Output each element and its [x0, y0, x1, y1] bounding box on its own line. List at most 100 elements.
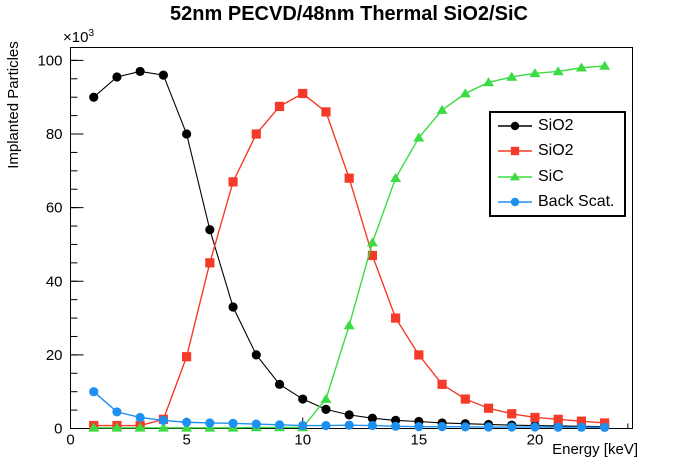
series-marker-triangle — [509, 171, 521, 181]
y-axis-multiplier-base: ×10 — [63, 29, 89, 46]
series-marker-circle — [182, 129, 192, 139]
y-axis-multiplier-exponent: 3 — [88, 28, 95, 39]
x-axis-tick-label: 5 — [182, 432, 190, 449]
series-marker-circle — [274, 420, 285, 430]
series-marker-circle — [576, 422, 587, 432]
series-marker-triangle — [366, 237, 378, 247]
series-marker-square — [182, 352, 192, 362]
series-marker-square — [510, 147, 520, 156]
series-marker-circle — [367, 413, 378, 423]
series-marker-circle — [89, 387, 99, 397]
series-marker-square — [205, 258, 215, 268]
series-marker-circle — [228, 418, 238, 428]
series-marker-square — [391, 313, 401, 323]
chart-title: 52nm PECVD/48nm Thermal SiO2/SiC — [170, 3, 528, 25]
series-marker-circle — [158, 70, 168, 80]
series-marker-triangle — [483, 77, 495, 87]
legend-label: SiO2 — [538, 142, 574, 160]
series-marker-circle — [437, 422, 447, 432]
series-marker-circle — [414, 422, 424, 432]
series-marker-circle — [182, 417, 192, 427]
series-marker-square — [344, 173, 354, 183]
series-marker-triangle — [390, 172, 402, 182]
series-marker-circle — [510, 198, 520, 207]
series-marker-circle — [344, 410, 354, 420]
series-marker-triangle — [529, 68, 541, 78]
series-marker-triangle — [506, 71, 518, 81]
series-marker-circle — [205, 225, 215, 235]
series-marker-triangle — [343, 320, 355, 330]
series-marker-circle — [600, 422, 610, 432]
series-marker-square — [228, 177, 238, 187]
series-marker-triangle — [413, 132, 425, 142]
series-marker-circle — [89, 92, 99, 102]
series-marker-triangle — [88, 422, 100, 432]
series-marker-square — [483, 403, 494, 413]
series-marker-circle — [251, 419, 261, 429]
legend: SiO2 SiO2 SiC Back Scat. — [489, 111, 626, 217]
series-marker-circle — [344, 420, 354, 430]
series-marker-square — [507, 409, 517, 419]
series-marker-circle — [507, 422, 517, 432]
y-axis-tick-label: 80 — [46, 126, 63, 143]
series-marker-square — [530, 412, 540, 423]
series-marker-triangle — [599, 60, 611, 70]
series-marker-triangle — [320, 393, 332, 403]
y-axis-tick-label: 20 — [46, 347, 63, 364]
series-marker-triangle — [111, 422, 123, 432]
series-marker-triangle — [157, 422, 169, 432]
y-axis-tick-label: 0 — [54, 421, 62, 438]
series-marker-circle — [158, 415, 168, 426]
legend-item-sio2-thermal: SiO2 — [491, 139, 624, 164]
series-marker-circle — [391, 421, 401, 431]
series-marker-square — [321, 107, 331, 117]
series-marker-circle — [321, 404, 331, 414]
series-marker-circle — [205, 418, 215, 428]
x-axis-tick-label: 20 — [527, 432, 544, 449]
x-axis-tick-label: 10 — [294, 432, 311, 449]
series-marker-triangle — [459, 88, 471, 98]
x-axis-tick-label: 15 — [411, 432, 428, 449]
series-marker-circle — [228, 302, 238, 312]
plot-frame — [70, 47, 633, 429]
series-marker-circle — [112, 407, 122, 417]
legend-label: Back Scat. — [538, 193, 615, 211]
blue-circle-marker-icon — [498, 198, 532, 207]
series-marker-triangle — [552, 66, 564, 76]
series-marker-circle — [460, 422, 470, 432]
series-marker-circle — [112, 72, 122, 82]
y-axis-tick-label: 40 — [46, 273, 63, 290]
series-marker-square — [251, 129, 261, 139]
series-marker-square — [367, 250, 378, 261]
legend-item-sic: SiC — [491, 164, 624, 189]
series-marker-square — [298, 88, 308, 99]
series-marker-square — [274, 101, 285, 111]
series-marker-circle — [298, 420, 308, 431]
series-marker-triangle — [436, 104, 448, 114]
series-marker-circle — [367, 420, 378, 431]
series-marker-square — [576, 416, 587, 426]
black-circle-marker-icon — [498, 121, 532, 130]
legend-label: SiO2 — [538, 116, 574, 134]
series-marker-circle — [274, 379, 285, 389]
red-square-marker-icon — [498, 147, 532, 156]
series-marker-circle — [530, 422, 540, 432]
legend-item-back-scat: Back Scat. — [491, 190, 624, 215]
series-marker-circle — [483, 422, 494, 432]
series-marker-triangle — [181, 422, 193, 432]
series-marker-circle — [553, 422, 563, 432]
series-marker-triangle — [575, 62, 587, 72]
series-marker-circle — [251, 350, 261, 360]
legend-item-sio2-pecvd: SiO2 — [491, 113, 624, 138]
x-axis-tick-label: 0 — [66, 432, 74, 449]
y-axis-tick-label: 60 — [46, 200, 63, 217]
series-marker-circle — [135, 412, 145, 423]
series-marker-circle — [510, 121, 520, 130]
y-axis-multiplier: ×103 — [63, 28, 94, 46]
x-axis-title: Energy [keV] — [552, 441, 638, 458]
legend-label: SiC — [538, 167, 564, 185]
y-axis-tick-label: 100 — [37, 52, 62, 69]
series-marker-square — [437, 379, 447, 389]
